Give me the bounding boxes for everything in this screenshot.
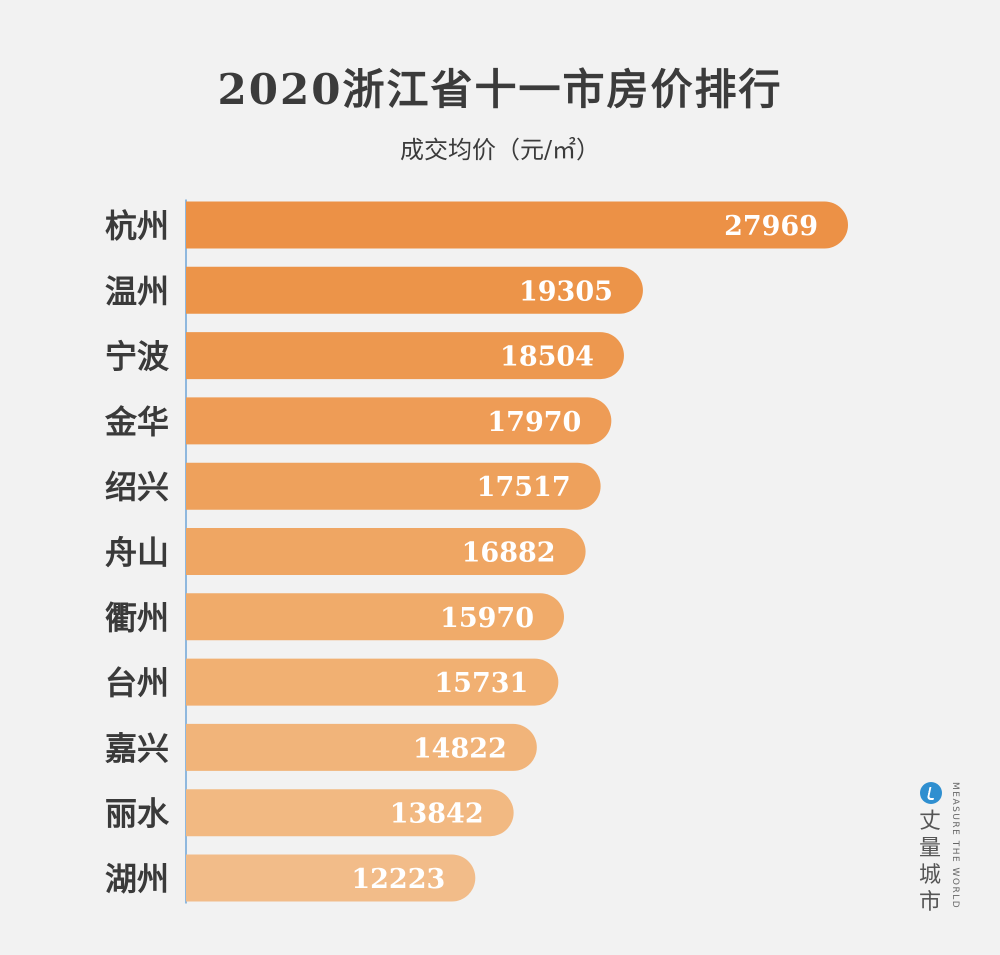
bar-value-label: 27969 [724,211,818,242]
bar-value-label: 17970 [487,407,581,438]
category-label: 杭州 [105,207,169,245]
bar-2 [186,332,624,380]
brand-watermark: 丈量城市 MEASURE THE WORLD [918,782,964,922]
brand-tagline: MEASURE THE WORLD [950,782,960,910]
category-label: 衢州 [105,599,169,637]
bar-value-label: 19305 [519,276,613,307]
category-label: 丽水 [105,795,170,833]
category-label: 宁波 [105,338,169,376]
category-label: 绍兴 [105,468,169,506]
bar-1 [186,266,643,314]
bar-value-label: 12223 [351,864,445,895]
category-label: 台州 [105,664,169,702]
bar-5 [186,528,586,575]
bar-10 [186,854,476,902]
category-label: 温州 [105,272,169,310]
bar-value-label: 15970 [440,603,534,634]
chart-subtitle: 成交均价（元/㎡） [399,136,601,164]
category-label: 金华 [104,403,169,441]
bar-3 [186,397,612,445]
bar-6 [186,593,564,641]
chart-title: 2020浙江省十一市房价排行 [217,65,783,114]
bar-value-label: 18504 [500,342,594,373]
bar-9 [186,789,514,837]
bar-value-label: 13842 [390,799,484,830]
brand-logo-icon [920,782,942,804]
bar-0 [186,201,848,249]
category-label: 嘉兴 [105,729,169,767]
bar-8 [186,723,537,771]
bar-value-label: 17517 [477,472,571,503]
bar-value-label: 15731 [434,668,528,699]
bar-value-label: 14822 [413,733,507,764]
bar-value-label: 16882 [462,538,556,569]
brand-name: 丈量城市 [919,809,942,915]
category-label: 湖州 [105,860,169,898]
bar-4 [186,462,601,510]
bar-7 [186,658,559,706]
category-label: 舟山 [105,534,169,572]
